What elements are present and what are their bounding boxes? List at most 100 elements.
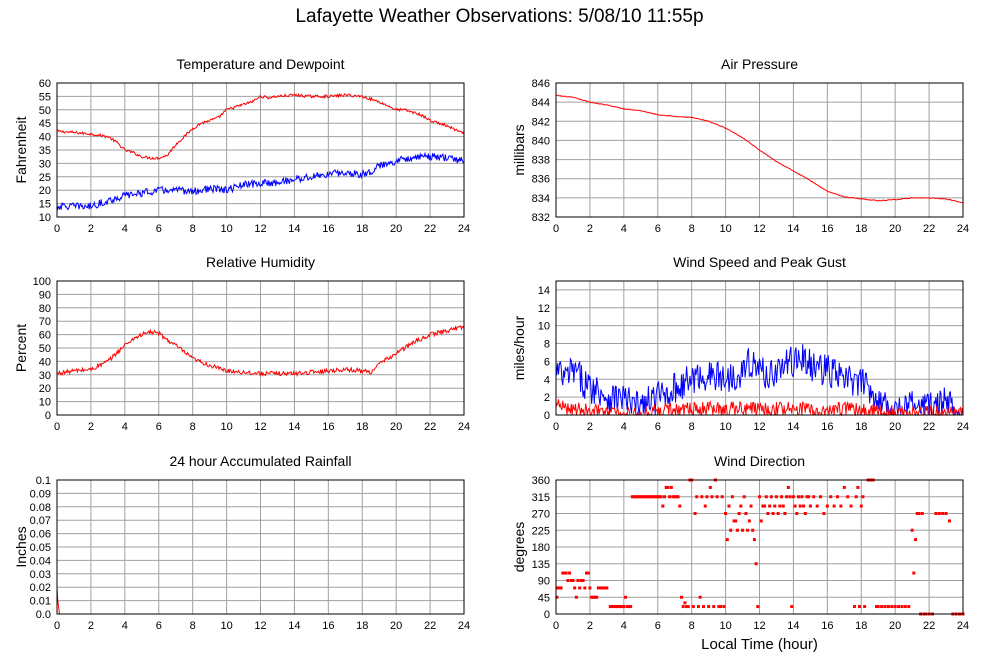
direction-point [654, 495, 658, 499]
y-tick-label: 15 [39, 199, 51, 211]
chart-title: 24 hour Accumulated Rainfall [169, 453, 351, 469]
y-tick-label: 10 [538, 321, 550, 333]
y-tick-label: 50 [39, 343, 51, 355]
x-tick-label: 10 [220, 620, 232, 632]
y-tick-label: 0.09 [30, 488, 51, 500]
direction-point [635, 495, 639, 499]
direction-point [819, 495, 823, 499]
direction-point [652, 495, 656, 499]
direction-point [790, 605, 794, 609]
plot-frame [555, 479, 964, 615]
direction-point [664, 485, 668, 489]
y-axis-label: millibars [511, 124, 527, 175]
x-tick-label: 2 [587, 620, 593, 632]
direction-point [764, 495, 768, 499]
y-tick-label: 45 [39, 118, 51, 130]
direction-point [741, 528, 745, 532]
direction-point [937, 512, 941, 515]
direction-point [778, 504, 782, 508]
y-axis-label: Percent [13, 324, 29, 372]
direction-point [595, 595, 599, 599]
direction-point [793, 504, 797, 508]
direction-point [569, 579, 573, 582]
y-tick-label: 90 [538, 576, 550, 588]
direction-point [685, 605, 689, 609]
x-tick-label: 0 [553, 223, 559, 235]
series-line-2 [57, 151, 464, 211]
direction-point [917, 512, 921, 515]
direction-point [622, 605, 626, 609]
x-tick-label: 8 [190, 421, 196, 433]
direction-point [897, 605, 901, 609]
direction-point [725, 538, 729, 542]
direction-point [893, 605, 897, 609]
direction-point [890, 605, 894, 609]
direction-point [573, 586, 577, 590]
direction-point [947, 519, 951, 523]
direction-point [630, 495, 634, 499]
y-tick-label: 844 [532, 97, 550, 109]
direction-point [666, 485, 670, 489]
direction-point [661, 504, 665, 508]
y-tick-label: 20 [39, 383, 51, 395]
direction-point [678, 504, 682, 508]
direction-point [900, 605, 904, 609]
direction-point [620, 605, 624, 609]
direction-point [576, 579, 580, 582]
direction-point [659, 495, 663, 499]
x-tick-label: 10 [220, 223, 232, 235]
x-tick-label: 20 [889, 421, 901, 433]
direction-point [629, 605, 633, 609]
direction-point [863, 605, 867, 609]
direction-point [739, 504, 743, 508]
y-tick-label: 45 [538, 592, 550, 604]
direction-point [886, 605, 890, 609]
direction-point [627, 605, 631, 609]
y-tick-label: 10 [39, 212, 51, 224]
x-tick-label: 0 [553, 620, 559, 632]
direction-point [568, 571, 572, 575]
x-tick-label: 18 [356, 620, 368, 632]
x-tick-label: 4 [122, 620, 128, 632]
y-tick-label: 100 [33, 276, 51, 288]
direction-point [746, 528, 750, 532]
x-tick-label: 14 [787, 620, 799, 632]
y-tick-label: 360 [532, 475, 550, 487]
direction-point [915, 512, 919, 515]
direction-point [564, 571, 568, 575]
y-tick-label: 838 [532, 155, 550, 167]
chart-title: Wind Direction [714, 453, 805, 469]
chart-title: Wind Speed and Peak Gust [673, 254, 846, 270]
direction-point [566, 579, 570, 582]
x-tick-label: 0 [54, 620, 60, 632]
direction-point [854, 495, 858, 499]
x-tick-label: 6 [156, 223, 162, 235]
x-tick-label: 6 [655, 620, 661, 632]
direction-point [791, 495, 795, 499]
x-tick-label: 16 [821, 421, 833, 433]
direction-point [579, 579, 583, 582]
direction-point [825, 504, 829, 508]
x-tick-label: 24 [458, 223, 470, 235]
direction-point [674, 495, 678, 499]
direction-point [593, 595, 597, 599]
y-tick-label: 25 [39, 172, 51, 184]
direction-point [766, 512, 770, 515]
direction-point [598, 586, 602, 590]
direction-point [859, 504, 863, 508]
y-tick-label: 40 [39, 132, 51, 144]
x-tick-label: 16 [821, 620, 833, 632]
direction-point [561, 571, 565, 575]
y-tick-label: 0.03 [30, 569, 51, 581]
direction-point [903, 605, 907, 609]
x-tick-label: 22 [923, 223, 935, 235]
x-tick-label: 2 [88, 620, 94, 632]
direction-point [744, 512, 748, 515]
y-axis-label: degrees [511, 522, 527, 573]
direction-point [610, 605, 614, 609]
y-tick-label: 0.08 [30, 502, 51, 514]
direction-point [696, 605, 700, 609]
y-tick-label: 30 [39, 370, 51, 382]
